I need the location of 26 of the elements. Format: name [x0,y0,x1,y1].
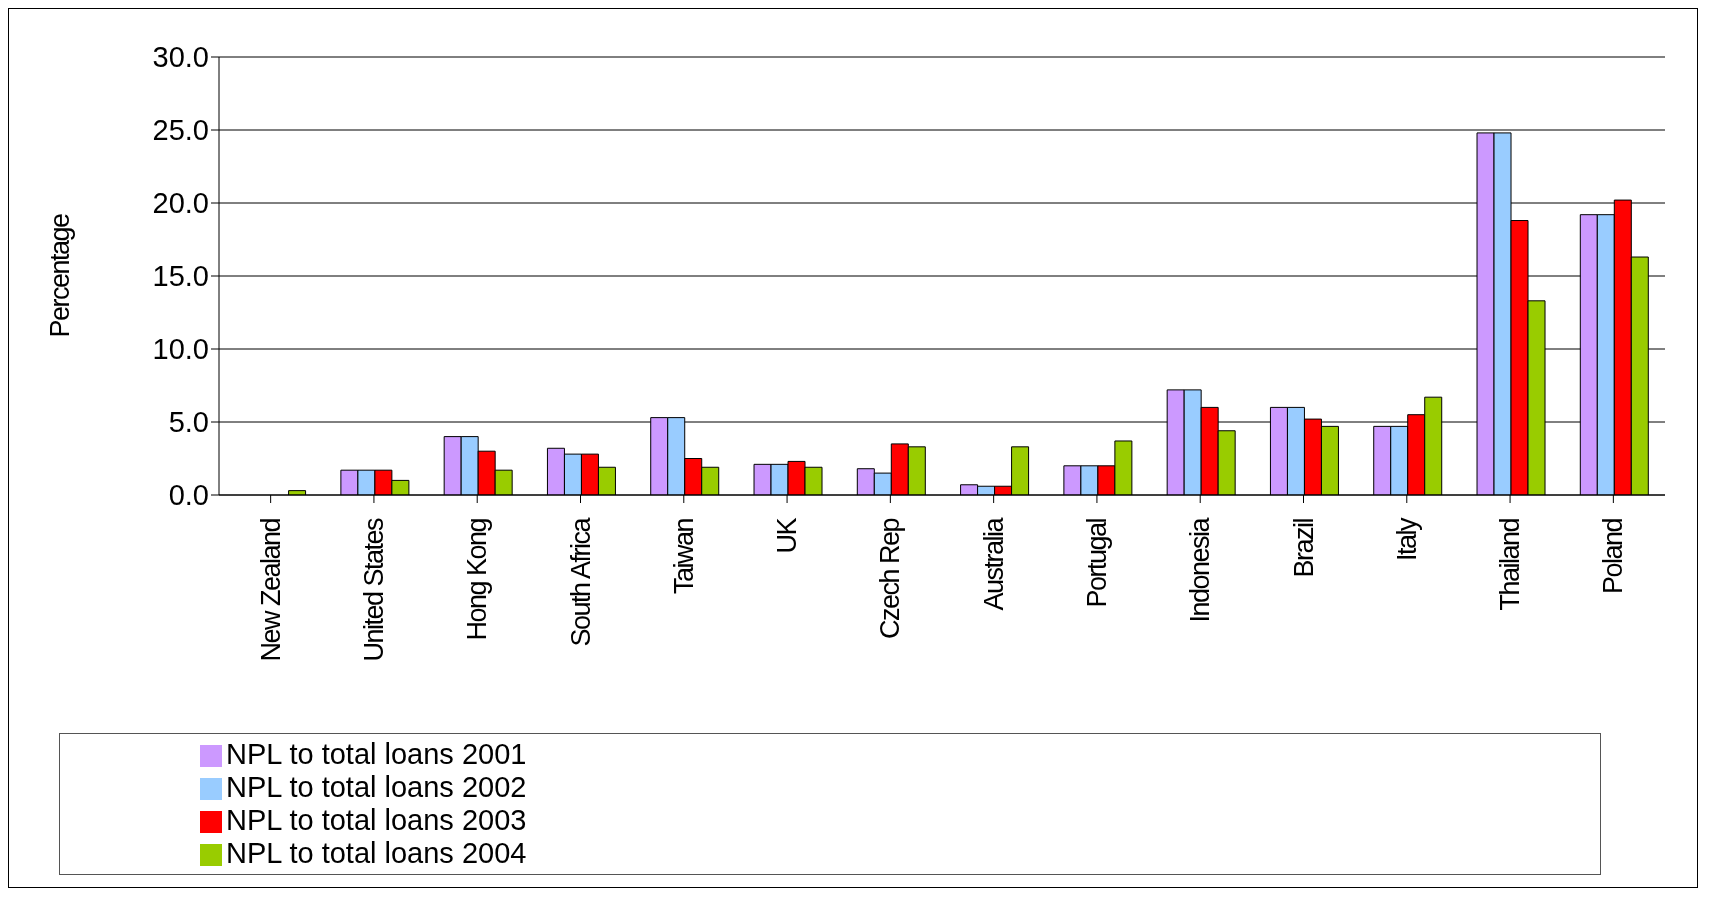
x-tick-label: Italy [1391,517,1422,562]
x-tick-label: Taiwan [668,518,699,595]
x-tick-label: Hong Kong [462,518,493,641]
x-tick-label: Australia [978,516,1009,611]
legend-label: NPL to total loans 2001 [226,738,527,770]
legend-label: NPL to total loans 2004 [226,837,527,869]
legend-label: NPL to total loans 2003 [226,804,527,836]
y-tick-label: 30.0 [152,41,209,74]
legend-label: NPL to total loans 2002 [226,771,527,803]
x-tick-label: UK [772,517,803,554]
y-tick-label: 25.0 [152,114,209,147]
x-tick-label: Brazil [1288,518,1319,578]
y-tick-label: 10.0 [152,333,209,366]
x-tick-label: Poland [1598,518,1629,595]
y-tick-label: 15.0 [152,260,209,293]
y-tick-label: 5.0 [168,406,209,439]
x-tick-label: New Zealand [255,518,286,662]
y-axis-title: Percentage [44,213,75,338]
x-tick-label: Indonesia [1185,516,1216,623]
x-tick-label: Portugal [1081,518,1112,608]
y-tick-label: 0.0 [168,479,209,512]
y-tick-label: 20.0 [152,187,209,220]
x-tick-label: Czech Rep [875,518,906,640]
x-tick-label: South Africa [565,516,596,647]
x-tick-label: Thailand [1495,518,1526,611]
x-tick-label: United States [358,518,389,662]
